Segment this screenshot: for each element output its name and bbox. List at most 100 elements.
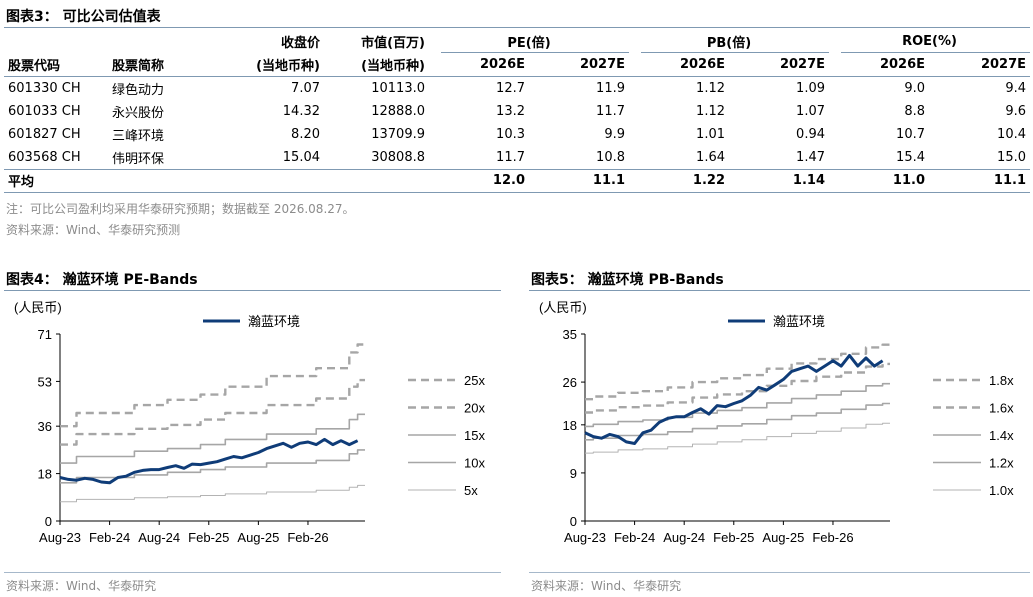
header-roe-2026e: 2026E (879, 57, 925, 72)
table-average-row: 平均 12.0 11.1 1.22 1.14 11.0 11.1 (4, 168, 1030, 193)
x-tick-label: Aug-23 (564, 530, 606, 545)
header-pe-2026e: 2026E (479, 57, 525, 72)
chart4-title: 图表4： 瀚蓝环境 PE-Bands (6, 272, 198, 288)
cell-pe26: 12.7 (496, 81, 525, 96)
cell-roe26: 8.8 (904, 104, 925, 119)
cell-close: 8.20 (291, 127, 320, 142)
cell-roe26: 10.7 (896, 127, 925, 142)
x-tick-label: Feb-24 (614, 530, 655, 545)
header-pe-2027e: 2027E (579, 57, 625, 72)
x-tick-label: Aug-25 (762, 530, 804, 545)
chart4-bottom-rule (4, 572, 501, 573)
legend-label-band: 1.0x (989, 483, 1014, 498)
average-label: 平均 (4, 168, 108, 193)
x-tick-label: Feb-25 (188, 530, 229, 545)
header-stock-name: 股票简称 (112, 59, 165, 74)
x-tick-label: Feb-25 (713, 530, 754, 545)
header-mcap-unit: (当地币种) (361, 59, 425, 74)
legend-label-band: 10x (464, 456, 485, 471)
cell-mcap: 12888.0 (371, 104, 425, 119)
header-roe-group: ROE(%) (829, 30, 1030, 53)
table-top-rule (4, 27, 1030, 28)
band-line-20x (60, 378, 365, 446)
cell-mcap: 10113.0 (371, 81, 425, 96)
x-tick-label: Aug-24 (138, 530, 180, 545)
y-axis-unit-label: (人民币) (539, 300, 587, 315)
legend-label-band: 1.6x (989, 401, 1014, 416)
cell-close: 15.04 (282, 149, 320, 165)
cell-pb27: 1.07 (796, 104, 825, 119)
cell-pe27: 11.9 (596, 81, 625, 96)
band-line-1.6x (585, 362, 890, 414)
cell-roe27: 10.4 (997, 127, 1026, 142)
table-row: 601033 CH 永兴股份 14.32 12888.0 13.2 11.7 1… (4, 100, 1030, 123)
legend-label-price: 瀚蓝环境 (773, 314, 825, 329)
avg-roe27: 11.1 (929, 168, 1030, 193)
cell-mcap: 30808.8 (371, 149, 425, 165)
y-tick-label: 53 (38, 374, 52, 389)
x-tick-label: Feb-26 (287, 530, 328, 545)
cell-pb26: 1.12 (696, 104, 725, 119)
avg-pe26: 12.0 (429, 168, 529, 193)
table-row: 601330 CH 绿色动力 7.07 10113.0 12.7 11.9 1.… (4, 77, 1030, 100)
cell-pb26: 1.64 (696, 149, 725, 165)
header-pb-2027e: 2027E (779, 57, 825, 72)
cell-pe26: 10.3 (496, 127, 525, 142)
y-axis-unit-label: (人民币) (14, 300, 62, 315)
cell-pb27: 0.94 (796, 127, 825, 142)
avg-roe26: 11.0 (829, 168, 929, 193)
chart5-top-rule (529, 290, 1030, 291)
chart5-title: 图表5： 瀚蓝环境 PB-Bands (531, 272, 724, 288)
header-roe-2027e: 2027E (980, 57, 1026, 72)
avg-pe27: 11.1 (529, 168, 629, 193)
band-line-25x (60, 343, 365, 428)
cell-pb27: 1.47 (796, 149, 825, 165)
cell-code: 603568 CH (8, 149, 81, 165)
header-market-cap: 市值(百万) (361, 36, 425, 51)
y-tick-label: 0 (45, 514, 52, 529)
legend-label-band: 1.2x (989, 456, 1014, 471)
band-line-1.8x (585, 343, 890, 401)
header-pb-2026e: 2026E (679, 57, 725, 72)
cell-roe26: 9.0 (904, 81, 925, 96)
legend-label-band: 20x (464, 401, 485, 416)
y-tick-label: 0 (570, 514, 577, 529)
header-close-price: 收盘价 (280, 36, 320, 51)
x-tick-label: Feb-24 (89, 530, 130, 545)
cell-close: 14.32 (282, 104, 320, 119)
band-line-15x (60, 413, 365, 464)
price-series-line (59, 437, 359, 485)
legend-label-band: 15x (464, 428, 485, 443)
cell-pe27: 9.9 (604, 127, 625, 142)
cell-pe26: 11.7 (496, 149, 525, 165)
avg-pb26: 1.22 (629, 168, 729, 193)
band-line-1.0x (585, 422, 890, 454)
legend-label-band: 5x (464, 483, 478, 498)
chart5-bottom-rule (529, 572, 1030, 573)
y-tick-label: 36 (38, 419, 52, 434)
cell-roe27: 15.0 (997, 149, 1026, 165)
header-pe-group: PE(倍) (429, 30, 629, 53)
cell-code: 601827 CH (8, 127, 81, 142)
cell-pe27: 11.7 (596, 104, 625, 119)
table-header-row-2: 股票代码 股票简称 (当地币种) (当地币种) 2026E 2027E 2026… (4, 53, 1030, 76)
y-tick-label: 9 (570, 466, 577, 481)
band-line-5x (60, 484, 365, 503)
cell-code: 601033 CH (8, 104, 81, 119)
cell-close: 7.07 (291, 81, 320, 96)
chart4-source: 资料来源：Wind、华泰研究 (6, 579, 157, 593)
cell-roe27: 9.4 (1005, 81, 1026, 96)
x-tick-label: Aug-24 (663, 530, 705, 545)
table-row: 603568 CH 伟明环保 15.04 30808.8 11.7 10.8 1… (4, 146, 1030, 169)
cell-name: 伟明环保 (112, 151, 165, 167)
table-note: 注：可比公司盈利均采用华泰研究预期；数据截至 2026.08.27。 (6, 202, 355, 216)
band-line-1.2x (585, 402, 890, 441)
x-tick-label: Aug-23 (39, 530, 81, 545)
chart4-top-rule (4, 290, 501, 291)
header-pb-group: PB(倍) (629, 30, 829, 53)
cell-name: 三峰环境 (112, 129, 165, 144)
legend-label-band: 25x (464, 373, 485, 388)
band-line-1.4x (585, 382, 890, 428)
y-tick-label: 71 (38, 327, 52, 342)
cell-pb27: 1.09 (796, 81, 825, 96)
